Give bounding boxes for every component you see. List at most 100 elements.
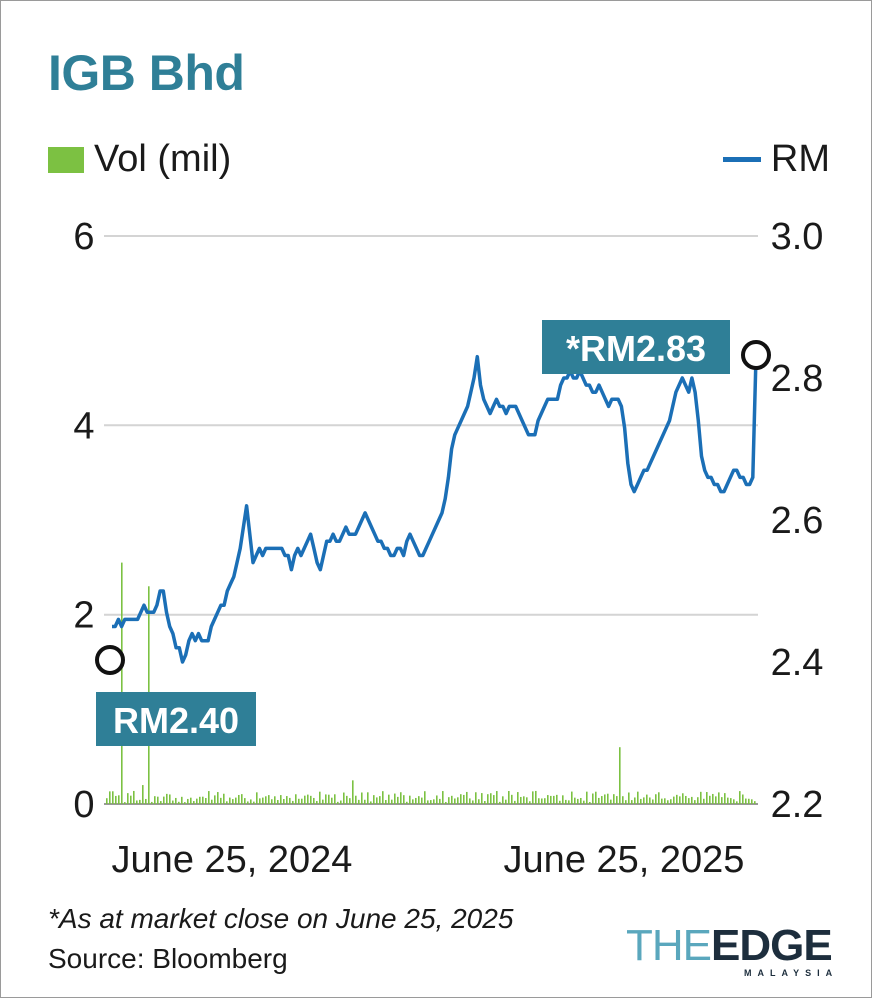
volume-bar bbox=[460, 794, 462, 804]
volume-bar bbox=[517, 792, 519, 804]
volume-bar bbox=[214, 795, 216, 804]
left-tick-label: 6 bbox=[73, 216, 94, 258]
volume-bar bbox=[655, 794, 657, 804]
volume-bar bbox=[391, 799, 393, 804]
volume-bar bbox=[235, 797, 237, 804]
volume-bar bbox=[277, 799, 279, 804]
volume-bar bbox=[220, 797, 222, 804]
volume-bar bbox=[751, 799, 753, 804]
volume-bar bbox=[451, 795, 453, 804]
volume-bar bbox=[211, 799, 213, 804]
volume-bar bbox=[349, 798, 351, 804]
volume-bar bbox=[688, 798, 690, 804]
source-note: Source: Bloomberg bbox=[48, 943, 288, 974]
volume-bar bbox=[160, 801, 162, 804]
volume-bar bbox=[304, 795, 306, 804]
volume-bar bbox=[568, 800, 570, 804]
volume-bar bbox=[454, 798, 456, 804]
end-callout-box bbox=[542, 320, 730, 374]
volume-bar bbox=[643, 797, 645, 804]
volume-bar bbox=[130, 795, 132, 804]
volume-bar bbox=[142, 785, 144, 804]
volume-bar bbox=[541, 798, 543, 804]
volume-bar bbox=[613, 794, 615, 804]
volume-bar bbox=[292, 800, 294, 804]
right-tick-label: 3.0 bbox=[771, 216, 824, 258]
volume-bar bbox=[136, 800, 138, 804]
end-callout-text: *RM2.83 bbox=[566, 328, 706, 369]
volume-bar bbox=[358, 799, 360, 804]
volume-bar bbox=[124, 802, 126, 804]
volume-bar bbox=[271, 799, 273, 804]
volume-bar bbox=[649, 797, 651, 804]
volume-bar bbox=[607, 793, 609, 804]
left-tick-label: 0 bbox=[73, 784, 94, 826]
volume-bar bbox=[724, 793, 726, 804]
start-marker bbox=[95, 645, 125, 675]
volume-bar bbox=[421, 797, 423, 804]
volume-bar bbox=[556, 794, 558, 804]
volume-bar bbox=[241, 794, 243, 804]
volume-bar bbox=[685, 795, 687, 804]
volume-bar bbox=[472, 800, 474, 804]
volume-bar bbox=[709, 795, 711, 804]
volume-bar bbox=[253, 801, 255, 804]
volume-bar bbox=[637, 791, 639, 804]
footnote: *As at market close on June 25, 2025 bbox=[48, 903, 514, 934]
volume-bar bbox=[622, 796, 624, 804]
volume-bar bbox=[667, 800, 669, 804]
volume-bar bbox=[262, 797, 264, 804]
volume-bar bbox=[352, 780, 354, 804]
volume-bar bbox=[397, 796, 399, 804]
volume-bar bbox=[487, 794, 489, 804]
volume-legend: Vol (mil) bbox=[48, 138, 231, 181]
volume-bar bbox=[112, 791, 114, 804]
volume-bar bbox=[268, 795, 270, 804]
volume-bar bbox=[466, 791, 468, 804]
volume-bar bbox=[316, 800, 318, 804]
volume-bar bbox=[565, 799, 567, 804]
volume-bar bbox=[661, 798, 663, 804]
volume-bar bbox=[658, 792, 660, 804]
volume-bar bbox=[139, 799, 141, 804]
volume-bar bbox=[229, 797, 231, 804]
volume-bar bbox=[691, 796, 693, 804]
volume-bar bbox=[448, 797, 450, 804]
volume-bar bbox=[406, 801, 408, 804]
volume-bar bbox=[706, 792, 708, 804]
volume-bar bbox=[640, 798, 642, 804]
volume-bar bbox=[247, 801, 249, 804]
volume-bar bbox=[424, 791, 426, 804]
volume-bar bbox=[505, 799, 507, 804]
volume-bar bbox=[400, 792, 402, 804]
volume-bar bbox=[646, 794, 648, 804]
volume-bar bbox=[589, 801, 591, 804]
volume-bar bbox=[364, 799, 366, 804]
volume-bar bbox=[169, 794, 171, 804]
volume-bar bbox=[742, 794, 744, 804]
volume-bar bbox=[286, 796, 288, 804]
volume-bar bbox=[307, 794, 309, 804]
volume-bar bbox=[754, 801, 756, 804]
volume-bar bbox=[436, 795, 438, 804]
volume-bar bbox=[469, 798, 471, 804]
volume-bar bbox=[193, 801, 195, 804]
volume-bar bbox=[535, 790, 537, 804]
volume-bar bbox=[610, 799, 612, 804]
volume-bar bbox=[694, 800, 696, 804]
right-tick-label: 2.8 bbox=[771, 358, 824, 400]
volume-bar bbox=[511, 794, 513, 804]
volume-bar bbox=[343, 792, 345, 804]
volume-bar bbox=[325, 794, 327, 804]
volume-bar bbox=[346, 795, 348, 804]
volume-bar bbox=[625, 800, 627, 804]
volume-bar bbox=[664, 798, 666, 804]
end-callout: *RM2.83 bbox=[542, 320, 730, 374]
left-tick-label: 4 bbox=[73, 405, 94, 447]
volume-bar bbox=[175, 797, 177, 804]
start-callout-box bbox=[96, 692, 256, 746]
volume-bar bbox=[178, 801, 180, 804]
x-tick-label: June 25, 2024 bbox=[112, 839, 353, 881]
volume-bar bbox=[166, 793, 168, 804]
